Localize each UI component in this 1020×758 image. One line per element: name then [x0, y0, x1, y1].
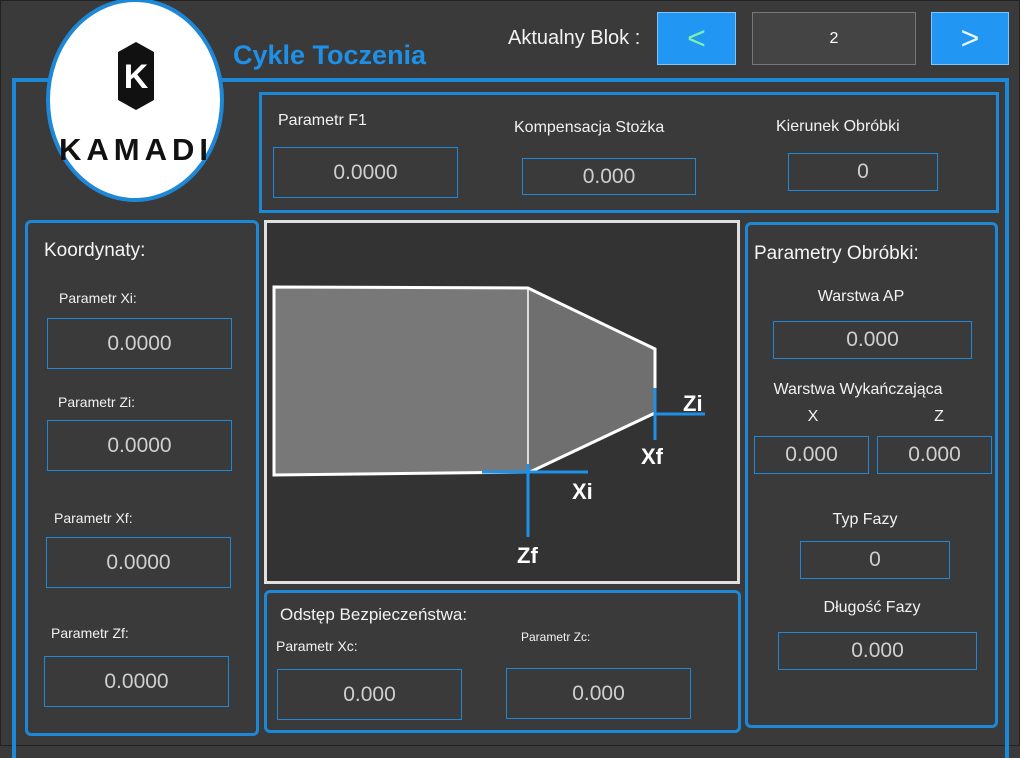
logo-graphic: K KAMADI [59, 42, 213, 167]
input-field[interactable]: 0.000 [778, 632, 977, 670]
next-block-button[interactable]: > [931, 12, 1009, 65]
input-field[interactable]: 0 [800, 541, 950, 579]
app-title: Cykle Toczenia [233, 40, 427, 70]
input-field[interactable]: 0.0000 [46, 537, 231, 588]
axis-label: Zi [683, 391, 703, 416]
axis-label: Zf [517, 543, 538, 568]
field-label: Parametr Xi: [59, 290, 137, 306]
input-field[interactable]: 0.0000 [47, 420, 232, 471]
input-field[interactable]: 0.0000 [47, 318, 232, 369]
field-label: Parametr Xc: [276, 638, 358, 654]
input-field[interactable]: 0.000 [277, 669, 462, 720]
panel-title: Parametry Obróbki: [754, 243, 919, 264]
input-field[interactable]: 0.000 [506, 668, 691, 719]
logo-letter: K [124, 58, 149, 96]
field-label: Warstwa Wykańczająca [773, 381, 943, 398]
prev-block-button[interactable]: < [657, 12, 736, 65]
field-label: Parametr F1 [278, 112, 367, 129]
input-field[interactable]: 0.000 [773, 321, 972, 359]
safety-panel [264, 590, 741, 733]
field-label: Z [934, 408, 944, 425]
lathe-diagram: Zi Xf Xi Zf [264, 220, 740, 584]
workpiece-body [274, 287, 528, 475]
logo-hexagon [118, 42, 154, 110]
block-number: 2 [752, 12, 916, 65]
field-label: Warstwa AP [817, 288, 905, 305]
input-field[interactable]: 0.000 [522, 158, 696, 195]
block-label: Aktualny Blok : [508, 27, 641, 49]
field-label: Typ Fazy [832, 511, 898, 528]
input-field[interactable]: 0.000 [877, 436, 992, 474]
axis-markers [482, 388, 705, 537]
top-panel [259, 92, 999, 213]
logo-text: KAMADI [59, 132, 213, 167]
field-label: Długość Fazy [823, 599, 921, 616]
machining-panel [745, 222, 998, 728]
input-field[interactable]: 0.000 [754, 436, 869, 474]
axis-label: Xi [572, 479, 593, 504]
field-label: Parametr Zc: [521, 630, 591, 644]
input-field[interactable]: 0 [788, 153, 938, 191]
coordinates-panel [25, 220, 259, 736]
axis-labels: Zi Xf Xi Zf [517, 391, 703, 568]
input-field[interactable]: 0.0000 [273, 147, 458, 198]
field-label: Parametr Zf: [51, 625, 129, 641]
field-label: Parametr Xf: [54, 510, 133, 526]
main-frame [12, 78, 1009, 758]
panel-title: Odstęp Bezpieczeństwa: [280, 605, 468, 624]
axis-label: Xf [641, 444, 664, 469]
input-field[interactable]: 0.0000 [44, 656, 229, 707]
field-label: X [807, 408, 819, 425]
field-label: Kompensacja Stożka [514, 119, 665, 136]
panel-title: Koordynaty: [44, 240, 146, 261]
field-label: Kierunek Obróbki [776, 118, 900, 135]
field-label: Parametr Zi: [58, 394, 136, 410]
